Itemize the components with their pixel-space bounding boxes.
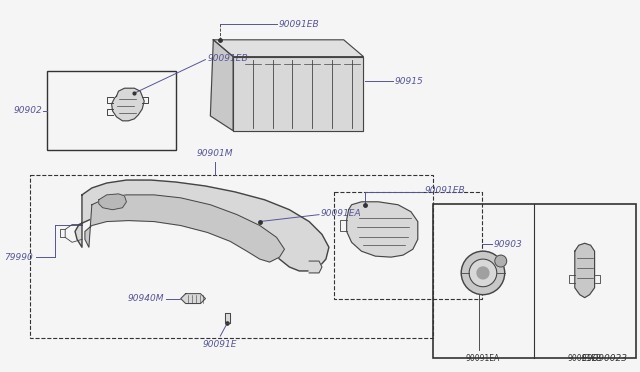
Polygon shape — [111, 88, 144, 121]
Polygon shape — [347, 202, 418, 257]
Polygon shape — [99, 194, 127, 210]
Circle shape — [461, 251, 505, 295]
Circle shape — [477, 267, 489, 279]
Text: 90091EB: 90091EB — [207, 54, 248, 63]
Text: 90902: 90902 — [13, 106, 42, 115]
Text: 90091EB: 90091EB — [425, 186, 465, 195]
Polygon shape — [225, 313, 230, 323]
Polygon shape — [75, 180, 329, 271]
Polygon shape — [575, 243, 595, 298]
Text: 90091EA: 90091EA — [321, 209, 362, 218]
Text: 90901M: 90901M — [197, 149, 234, 158]
Polygon shape — [85, 195, 284, 262]
Polygon shape — [309, 261, 322, 273]
Text: 90091EB: 90091EB — [568, 354, 602, 363]
Text: 79990: 79990 — [4, 253, 33, 262]
Circle shape — [469, 259, 497, 287]
Text: 90091E: 90091E — [203, 340, 237, 349]
Text: 90091EB: 90091EB — [278, 19, 319, 29]
Text: 90940M: 90940M — [127, 294, 164, 303]
Text: 90915: 90915 — [395, 77, 424, 86]
Polygon shape — [213, 40, 364, 57]
Text: 90903: 90903 — [494, 240, 523, 249]
Polygon shape — [180, 294, 205, 304]
Circle shape — [495, 255, 507, 267]
Text: E9090023: E9090023 — [582, 354, 628, 363]
Polygon shape — [233, 57, 364, 131]
Polygon shape — [211, 40, 233, 131]
Text: 90091EA: 90091EA — [466, 354, 500, 363]
